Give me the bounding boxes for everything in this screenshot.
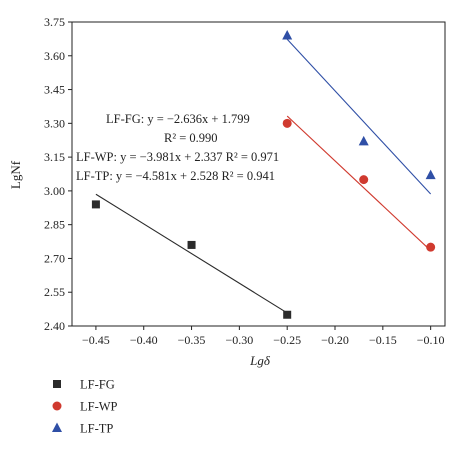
plot-border (71, 21, 446, 327)
data-point-lf-wp (426, 242, 436, 252)
y-tick-label: 2.70 (44, 251, 65, 265)
plot-frame (71, 21, 446, 327)
y-axis-ticks: 2.40 2.55 2.70 2.85 3.00 3.15 3.30 3.45 3.60 3.75 (44, 15, 72, 333)
legend-marker-lf-fg (53, 380, 61, 388)
data-points (91, 30, 436, 319)
annotation-lf-fg-r2: R² = 0.990 (164, 131, 218, 145)
annotation-lf-fg-equation: LF-FG: y = −2.636x + 1.799 (106, 112, 250, 126)
y-tick-label: 3.45 (44, 83, 65, 97)
data-point-lf-fg (187, 240, 196, 249)
data-point-lf-tp (282, 30, 293, 40)
data-point-lf-wp (359, 175, 369, 185)
y-tick-label: 3.30 (44, 116, 65, 130)
equation-annotations: LF-FG: y = −2.636x + 1.799 R² = 0.990 LF… (76, 112, 279, 183)
y-axis-title: LgNf (8, 160, 23, 189)
y-tick-label: 3.75 (44, 15, 65, 29)
annotation-lf-wp-equation: LF-WP: y = −3.981x + 2.337 R² = 0.971 (76, 150, 279, 164)
x-tick-label: −0.25 (273, 333, 301, 347)
legend: LF-FG LF-WP LF-TP (52, 378, 118, 436)
data-point-lf-fg (91, 200, 100, 209)
x-tick-label: −0.30 (225, 333, 253, 347)
x-tick-label: −0.20 (321, 333, 349, 347)
legend-marker-lf-tp (52, 422, 62, 432)
y-tick-label: 2.55 (44, 285, 65, 299)
y-tick-label: 2.40 (44, 319, 65, 333)
legend-marker-lf-wp (52, 401, 62, 411)
x-tick-label: −0.35 (178, 333, 206, 347)
y-tick-label: 3.15 (44, 150, 65, 164)
fit-lines (95, 38, 432, 314)
fit-line-lf-tp (286, 38, 432, 195)
x-axis-ticks: −0.45 −0.40 −0.35 −0.30 −0.25 −0.20 −0.15 −0.10 (82, 326, 445, 347)
legend-label-lf-tp: LF-TP (80, 422, 113, 436)
fit-line-lf-wp (286, 115, 432, 251)
fit-line-lf-fg (95, 193, 288, 314)
x-tick-label: −0.45 (82, 333, 110, 347)
x-tick-label: −0.15 (369, 333, 397, 347)
x-axis-title: Lgδ (249, 353, 271, 368)
data-point-lf-wp (282, 118, 292, 128)
data-point-lf-tp (358, 135, 369, 146)
y-tick-label: 3.60 (44, 49, 65, 63)
data-point-lf-tp (425, 169, 436, 180)
y-tick-label: 2.85 (44, 218, 65, 232)
y-tick-label: 3.00 (44, 184, 65, 198)
x-tick-label: −0.10 (417, 333, 445, 347)
data-point-lf-fg (283, 310, 292, 319)
annotation-lf-tp-equation: LF-TP: y = −4.581x + 2.528 R² = 0.941 (76, 169, 275, 183)
legend-label-lf-wp: LF-WP (80, 400, 118, 414)
legend-label-lf-fg: LF-FG (80, 378, 115, 392)
x-tick-label: −0.40 (130, 333, 158, 347)
